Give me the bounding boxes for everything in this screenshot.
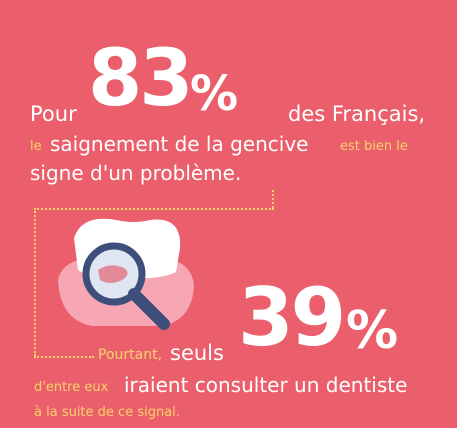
dotted-connector-left <box>34 208 36 356</box>
stat2-pre: Pourtant, <box>98 347 163 363</box>
dotted-connector-bottom <box>34 356 94 358</box>
stat1-line2-a: le <box>30 139 42 154</box>
stat2-seuls: seuls <box>170 341 224 365</box>
stat1-line3: signe d'un problème. <box>30 161 242 185</box>
magnifier-handle <box>128 288 170 330</box>
tooth-magnifier-icon <box>58 218 194 330</box>
stat1-number: 83 <box>88 34 194 124</box>
magnified-gum <box>98 265 128 283</box>
stat2-number: 39 <box>238 271 346 364</box>
stat1-suffix: des Français, <box>288 102 426 126</box>
stat1-line2-c: est bien le <box>340 139 408 154</box>
dotted-connector-top-vertical <box>272 190 274 208</box>
dotted-connector-top <box>34 208 274 210</box>
stat1-percent: % <box>190 66 239 122</box>
stat2-line2-a: d'entre eux <box>34 380 109 395</box>
stat2-line3: à la suite de ce signal. <box>34 405 180 420</box>
stat2-line2-b: iraient consulter un dentiste <box>124 373 408 397</box>
stat1-line2-b: saignement de la gencive <box>50 132 309 156</box>
stat1-prefix: Pour <box>30 102 77 126</box>
stat2-percent: % <box>346 301 399 361</box>
